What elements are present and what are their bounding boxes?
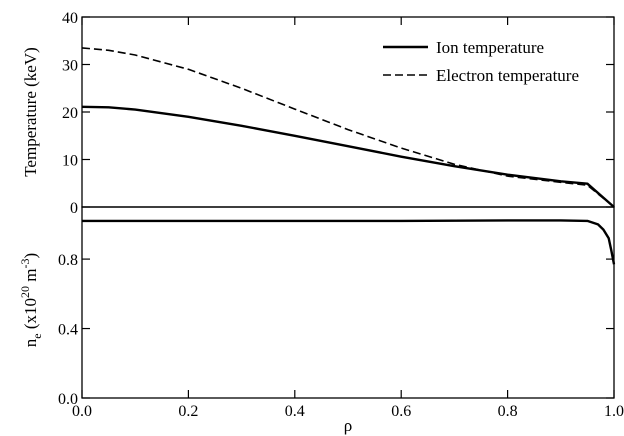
density-series bbox=[82, 219, 616, 265]
density-y-ticks: 0.0 0.4 0.8 bbox=[58, 252, 614, 408]
temperature-y-tick-label-1: 10 bbox=[62, 153, 78, 170]
ion-temperature-line bbox=[81, 105, 615, 208]
x-tick-label-4: 0.8 bbox=[498, 403, 518, 420]
temperature-y-tick-label-2: 20 bbox=[62, 105, 78, 122]
density-y-tick-label-0: 0.0 bbox=[58, 391, 78, 408]
temperature-y-axis-title: Temperature (keV) bbox=[21, 47, 40, 177]
electron-temperature-line bbox=[81, 47, 615, 208]
density-plot-frame bbox=[81, 206, 615, 399]
temperature-panel: 0 10 20 30 40 Temperature (keV) Ion temperat… bbox=[21, 10, 615, 217]
density-y-tick-label-1: 0.4 bbox=[58, 322, 78, 339]
temperature-y-tick-label-3: 30 bbox=[62, 58, 78, 75]
legend-label-ion: Ion temperature bbox=[436, 38, 544, 57]
x-tick-label-2: 0.4 bbox=[285, 403, 305, 420]
temperature-y-tick-label-0: 0 bbox=[70, 200, 78, 217]
x-tick-label-0: 0.0 bbox=[72, 403, 92, 420]
legend-label-electron: Electron temperature bbox=[436, 66, 579, 85]
density-x-ticks: 0.0 0.2 0.4 0.6 0.8 1.0 bbox=[72, 17, 624, 420]
x-tick-label-5: 1.0 bbox=[604, 403, 624, 420]
temperature-y-tick-label-4: 40 bbox=[62, 10, 78, 27]
x-tick-label-1: 0.2 bbox=[178, 403, 198, 420]
density-panel: 0.0 0.4 0.8 0.0 0.2 0.4 0.6 0.8 1.0 ne (x1020 m… bbox=[18, 17, 624, 435]
legend: Ion temperature Electron temperature bbox=[383, 38, 579, 85]
x-tick-label-3: 0.6 bbox=[391, 403, 411, 420]
temperature-series bbox=[81, 47, 615, 208]
temperature-y-ticks: 0 10 20 30 40 bbox=[62, 10, 614, 217]
density-y-tick-label-2: 0.8 bbox=[58, 252, 78, 269]
density-y-axis-title: ne (x1020 m-3) bbox=[18, 253, 44, 347]
density-line bbox=[82, 219, 616, 265]
density-x-axis-title: ρ bbox=[344, 416, 352, 435]
